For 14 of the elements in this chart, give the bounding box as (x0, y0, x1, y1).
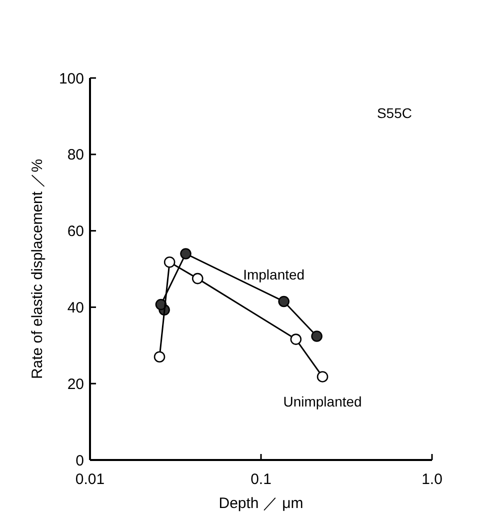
series-label: Unimplanted (283, 394, 362, 410)
y-tick-label: 0 (76, 452, 84, 470)
y-tick-label: 40 (67, 299, 84, 316)
x-tick-label: 1.0 (422, 471, 442, 488)
y-tick-label: 60 (67, 223, 84, 240)
y-tick-label: 80 (67, 146, 84, 164)
y-tick-label: 100 (58, 70, 84, 88)
y-tick-label: 20 (67, 376, 84, 393)
x-tick-label: 0.1 (250, 471, 272, 488)
x-axis-title: Depth ／ μm (218, 495, 304, 512)
annotation: S55C (376, 105, 412, 121)
series-label: Implanted (243, 266, 305, 282)
y-axis-title: Rate of elastic displacement ／% (29, 158, 46, 380)
x-tick-label: 0.01 (75, 471, 105, 488)
